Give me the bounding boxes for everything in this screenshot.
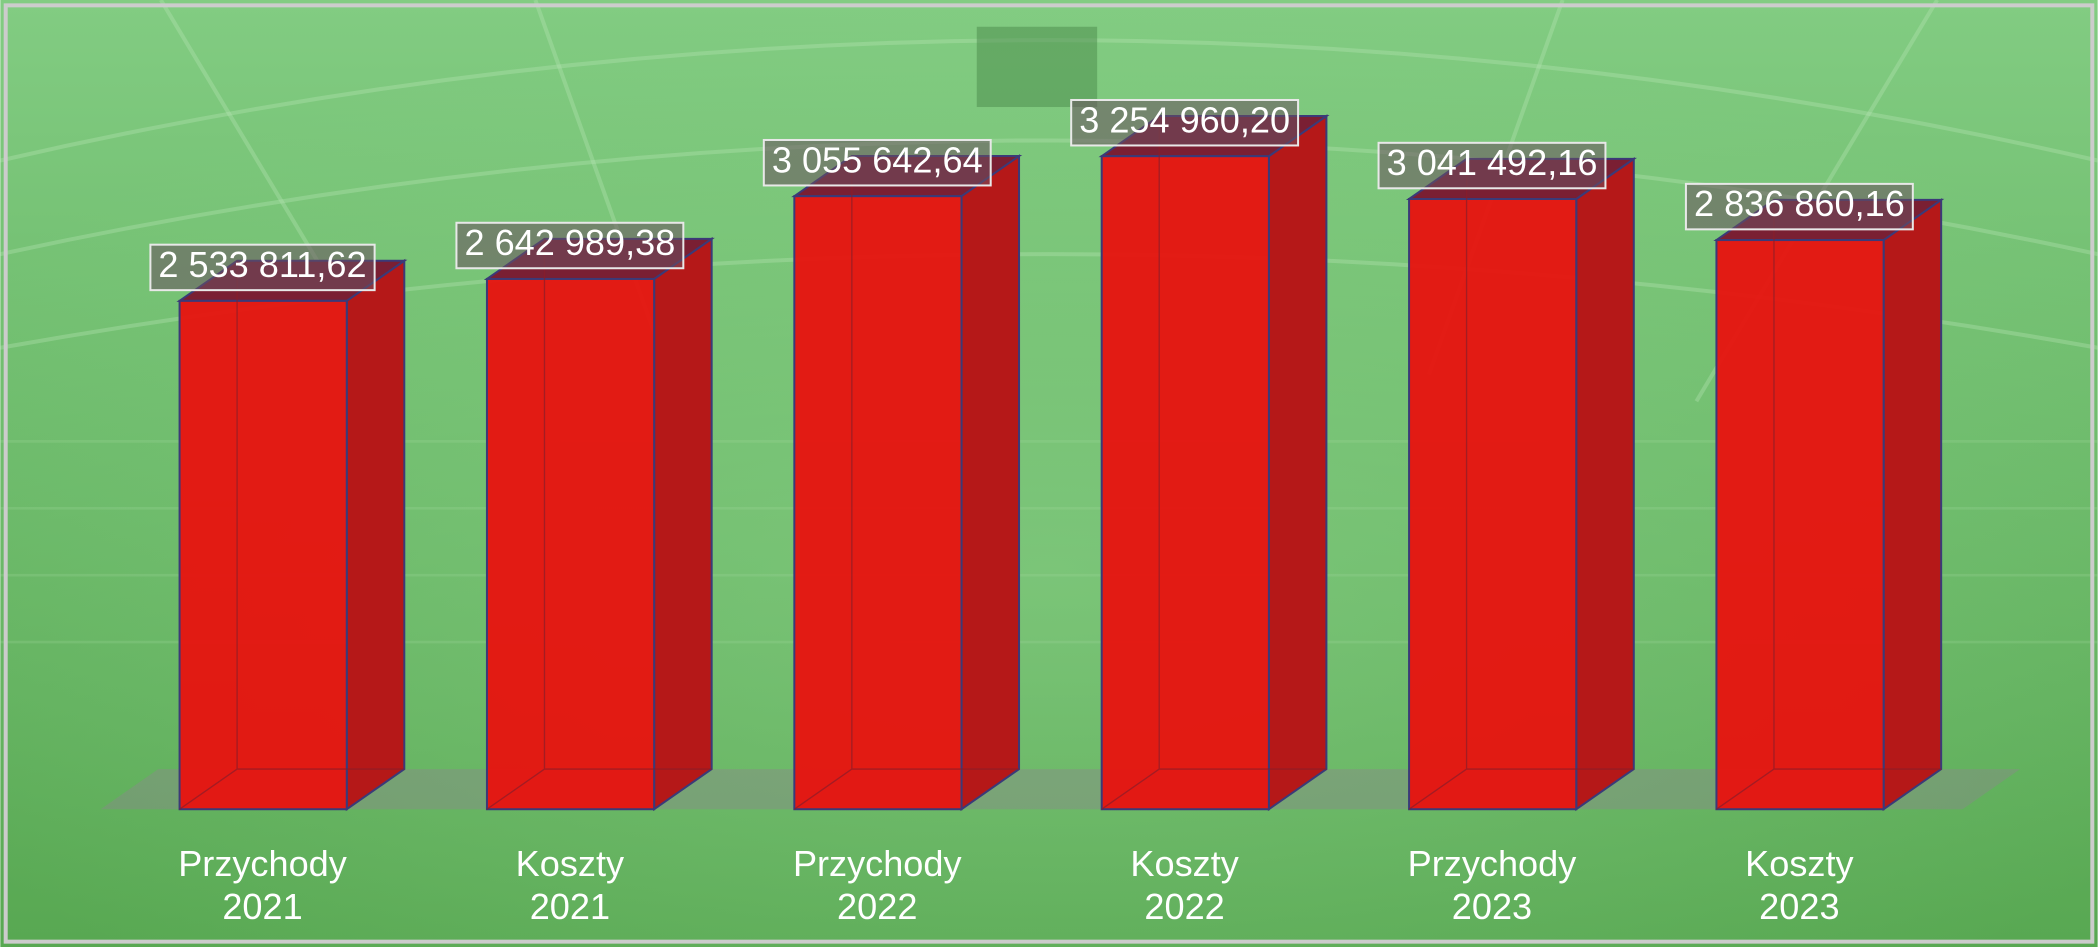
value-label: 2 642 989,38 xyxy=(464,222,675,263)
scoreboard xyxy=(977,27,1097,107)
category-label-box: Przychody 2023 xyxy=(1358,843,1626,943)
bar-side xyxy=(1884,200,1942,809)
page: {"chart_data": {"type": "bar3d", "catego… xyxy=(0,0,2098,947)
value-label: 3 055 642,64 xyxy=(772,139,983,180)
bar xyxy=(794,196,961,809)
value-label: 2 533 811,62 xyxy=(158,244,366,285)
bar-side xyxy=(654,239,712,809)
chart: 2 533 811,62 Przychody 2021 2 642 989,38 Ko… xyxy=(0,0,2098,947)
x-tick-label: Przychody 2021 xyxy=(178,843,347,929)
x-tick-label: Przychody 2022 xyxy=(793,843,962,929)
bar-side xyxy=(347,261,405,809)
x-tick-label: Koszty 2022 xyxy=(1130,843,1238,929)
bar xyxy=(1102,156,1269,809)
bar-side xyxy=(1269,116,1327,809)
category-label-box: Przychody 2022 xyxy=(743,843,1011,943)
category-label-box: Koszty 2021 xyxy=(436,843,704,943)
category-label-box: Koszty 2022 xyxy=(1051,843,1319,943)
value-label: 3 254 960,20 xyxy=(1079,99,1290,140)
x-tick-label: Przychody 2023 xyxy=(1408,843,1577,929)
value-label: 2 836 860,16 xyxy=(1694,183,1905,224)
bar xyxy=(1409,199,1576,809)
category-label-box: Przychody 2021 xyxy=(129,843,397,943)
bar xyxy=(487,279,654,809)
value-label: 3 041 492,16 xyxy=(1387,142,1598,183)
x-tick-label: Koszty 2021 xyxy=(516,843,624,929)
bar-side xyxy=(1576,159,1634,809)
category-label-box: Koszty 2023 xyxy=(1666,843,1934,943)
bar xyxy=(180,301,347,809)
x-tick-label: Koszty 2023 xyxy=(1745,843,1853,929)
bar xyxy=(1716,240,1883,809)
bar-side xyxy=(962,156,1020,809)
